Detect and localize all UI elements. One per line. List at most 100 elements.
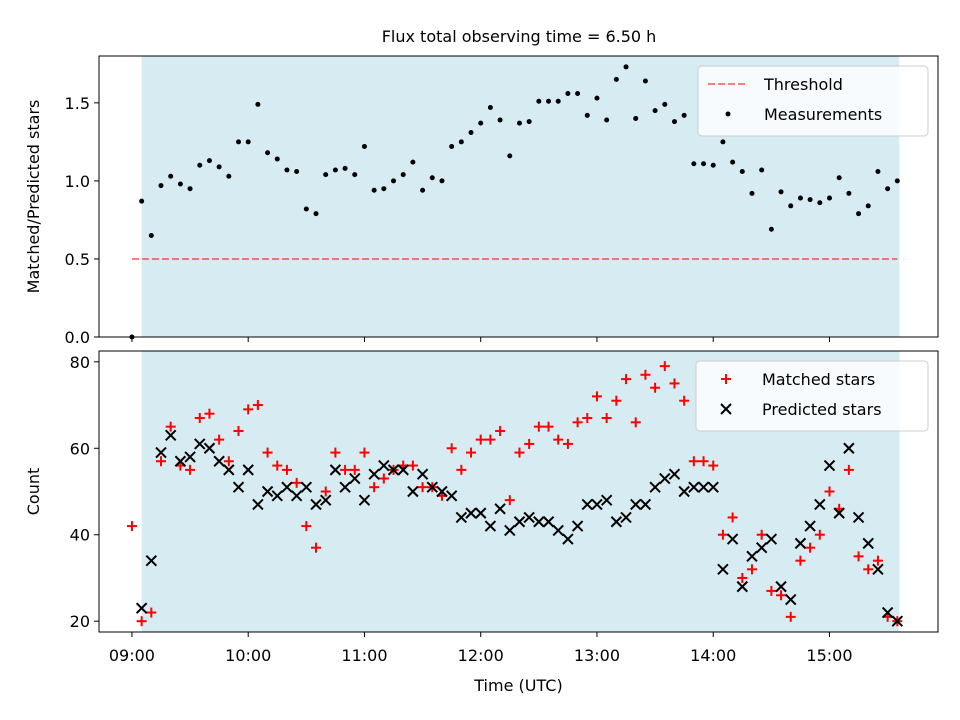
predicted-point [804, 520, 816, 532]
matched-point [776, 590, 787, 601]
measurement-point [429, 175, 435, 181]
measurement-point [623, 64, 629, 70]
matched-point [311, 542, 322, 553]
measurement-point [526, 119, 532, 125]
measurement-point [468, 129, 474, 135]
measurement-point [768, 226, 774, 232]
matched-point [272, 460, 283, 471]
measurement-point [739, 169, 745, 175]
measurement-point [807, 197, 813, 203]
legend-matched-swatch [721, 374, 731, 384]
predicted-point [814, 498, 826, 511]
matched-point [504, 495, 515, 506]
predicted-point [223, 464, 235, 476]
matched-point [407, 460, 418, 471]
matched-point [165, 421, 176, 432]
predicted-point [852, 511, 865, 524]
predicted-point [465, 507, 477, 519]
xtick-label: 10:00 [225, 646, 271, 665]
matched-point [650, 382, 661, 393]
predicted-point [242, 464, 254, 476]
matched-point [737, 572, 748, 583]
matched-point [621, 374, 632, 385]
matched-point [630, 417, 641, 428]
matched-point [417, 482, 428, 493]
measurement-point [342, 165, 348, 171]
measurement-point [487, 105, 493, 111]
top-legend-label: Threshold [763, 75, 843, 94]
measurement-point [536, 98, 542, 104]
predicted-point [475, 507, 487, 519]
measurement-point [720, 139, 726, 145]
predicted-point [707, 481, 719, 493]
predicted-point [717, 563, 729, 576]
predicted-point [358, 494, 371, 506]
matched-point [214, 434, 225, 445]
measurement-point [226, 173, 232, 179]
predicted-point [455, 511, 468, 524]
measurement-point [410, 159, 416, 165]
matched-point [485, 434, 496, 445]
matched-point [872, 555, 883, 566]
predicted-point [833, 507, 845, 519]
measurement-point [400, 172, 406, 178]
predicted-point [697, 481, 710, 493]
predicted-point [416, 468, 429, 480]
bottom-ylabel: Count [24, 468, 43, 516]
matched-point [659, 361, 670, 372]
measurement-point [391, 178, 397, 184]
predicted-point [726, 533, 739, 545]
matched-point [185, 464, 196, 475]
matched-point [766, 585, 777, 596]
matched-point [126, 521, 137, 532]
predicted-point [736, 580, 749, 593]
measurement-point [826, 195, 832, 201]
measurement-point [875, 169, 881, 175]
predicted-point [436, 485, 448, 498]
matched-point [562, 438, 573, 449]
measurement-point [759, 167, 765, 173]
measurement-point [439, 178, 445, 184]
top-legend-box [697, 65, 929, 137]
predicted-point [843, 442, 855, 454]
measurement-point [449, 144, 455, 150]
predicted-point [765, 533, 778, 545]
measurement-point [681, 112, 687, 118]
measurement-point [197, 162, 203, 168]
measurement-point [516, 120, 522, 126]
matched-point [291, 477, 302, 488]
predicted-point [659, 472, 671, 485]
predicted-point [184, 451, 196, 463]
predicted-point [300, 481, 313, 493]
measurement-point [158, 183, 164, 189]
matched-point [640, 369, 651, 380]
predicted-point [620, 511, 632, 524]
measurement-point [894, 178, 900, 184]
matched-point [814, 529, 825, 540]
predicted-point [552, 524, 564, 537]
predicted-point [755, 541, 768, 554]
measurement-point [216, 164, 222, 170]
matched-point [262, 447, 273, 458]
matched-point [466, 447, 477, 458]
matched-point [572, 417, 583, 428]
matched-point [204, 408, 215, 419]
xtick-label: 14:00 [690, 646, 736, 665]
predicted-point [213, 455, 225, 467]
matched-point [601, 413, 612, 424]
predicted-point [533, 516, 545, 528]
predicted-point [426, 481, 438, 493]
predicted-point [494, 503, 506, 515]
predicted-point [504, 524, 516, 537]
measurement-point [313, 211, 319, 217]
predicted-point [862, 537, 874, 550]
measurement-point [652, 108, 658, 114]
measurement-point [245, 139, 251, 145]
top-ytick-label: 1.0 [65, 172, 90, 191]
predicted-point [649, 481, 661, 493]
bottom-axes-frame [98, 350, 939, 633]
predicted-point [203, 442, 216, 454]
matched-point [843, 464, 854, 475]
predicted-point [407, 485, 419, 498]
predicted-point [688, 481, 700, 493]
